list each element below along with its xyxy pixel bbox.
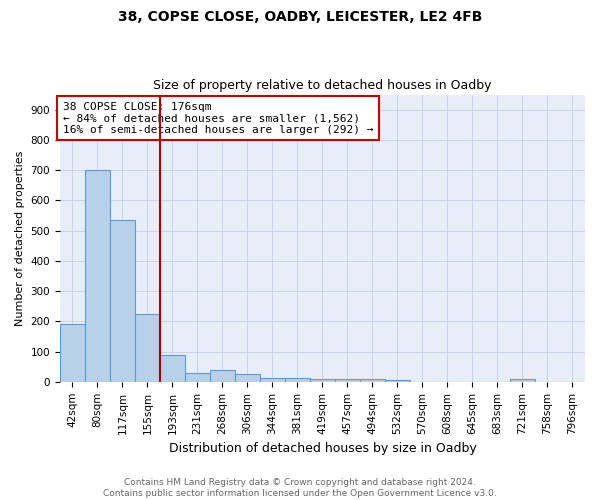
Bar <box>185 372 210 382</box>
Bar <box>235 374 260 382</box>
Bar <box>110 220 135 382</box>
Text: 38, COPSE CLOSE, OADBY, LEICESTER, LE2 4FB: 38, COPSE CLOSE, OADBY, LEICESTER, LE2 4… <box>118 10 482 24</box>
Bar <box>335 380 360 382</box>
Bar <box>85 170 110 382</box>
Bar <box>260 378 285 382</box>
Y-axis label: Number of detached properties: Number of detached properties <box>15 150 25 326</box>
X-axis label: Distribution of detached houses by size in Oadby: Distribution of detached houses by size … <box>169 442 476 455</box>
Bar <box>285 378 310 382</box>
Title: Size of property relative to detached houses in Oadby: Size of property relative to detached ho… <box>153 79 492 92</box>
Bar <box>60 324 85 382</box>
Bar <box>210 370 235 382</box>
Bar <box>160 354 185 382</box>
Bar <box>510 379 535 382</box>
Bar <box>310 379 335 382</box>
Bar <box>135 314 160 382</box>
Bar <box>385 380 410 382</box>
Bar <box>360 380 385 382</box>
Text: Contains HM Land Registry data © Crown copyright and database right 2024.
Contai: Contains HM Land Registry data © Crown c… <box>103 478 497 498</box>
Text: 38 COPSE CLOSE: 176sqm
← 84% of detached houses are smaller (1,562)
16% of semi-: 38 COPSE CLOSE: 176sqm ← 84% of detached… <box>62 102 373 135</box>
